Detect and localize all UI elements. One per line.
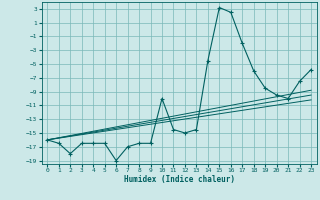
X-axis label: Humidex (Indice chaleur): Humidex (Indice chaleur) [124, 175, 235, 184]
